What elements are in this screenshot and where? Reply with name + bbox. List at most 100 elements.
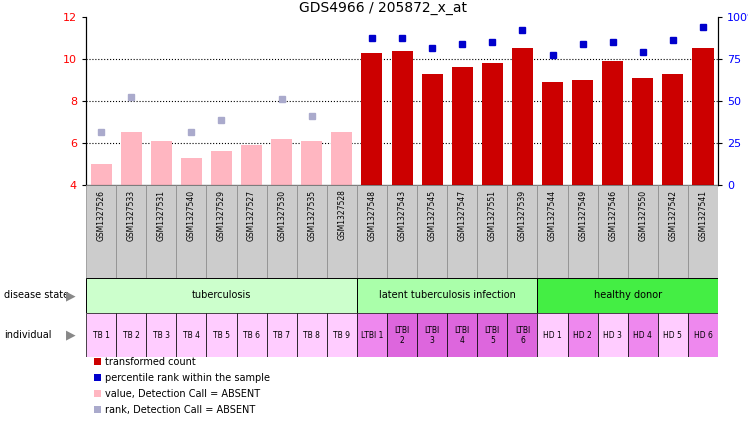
Bar — [632, 78, 653, 185]
Text: GSM1327548: GSM1327548 — [367, 190, 376, 241]
Bar — [151, 141, 172, 185]
Text: TB 2: TB 2 — [123, 331, 140, 340]
Bar — [507, 313, 538, 357]
Bar — [417, 185, 447, 278]
Text: GSM1327546: GSM1327546 — [608, 190, 617, 241]
Text: GSM1327531: GSM1327531 — [157, 190, 166, 241]
Bar — [146, 185, 177, 278]
Text: GSM1327539: GSM1327539 — [518, 190, 527, 241]
Bar — [602, 61, 623, 185]
Text: latent tuberculosis infection: latent tuberculosis infection — [378, 291, 515, 300]
Bar — [568, 313, 598, 357]
Bar — [663, 74, 684, 185]
Text: percentile rank within the sample: percentile rank within the sample — [105, 373, 270, 383]
Bar — [387, 313, 417, 357]
Bar — [86, 185, 116, 278]
Bar — [120, 132, 141, 185]
Text: GSM1327543: GSM1327543 — [397, 190, 407, 241]
Bar — [417, 313, 447, 357]
Text: GSM1327535: GSM1327535 — [307, 190, 316, 241]
Bar — [146, 313, 177, 357]
Text: GSM1327545: GSM1327545 — [428, 190, 437, 241]
Bar — [181, 157, 202, 185]
Text: GSM1327540: GSM1327540 — [187, 190, 196, 241]
Text: GSM1327551: GSM1327551 — [488, 190, 497, 241]
Text: TB 4: TB 4 — [183, 331, 200, 340]
Text: TB 8: TB 8 — [304, 331, 320, 340]
Text: value, Detection Call = ABSENT: value, Detection Call = ABSENT — [105, 389, 260, 399]
Bar — [236, 185, 266, 278]
Text: healthy donor: healthy donor — [594, 291, 662, 300]
Text: GSM1327528: GSM1327528 — [337, 190, 346, 240]
Bar — [598, 185, 628, 278]
Bar — [477, 185, 507, 278]
Bar — [327, 313, 357, 357]
Bar — [357, 313, 387, 357]
Bar — [693, 48, 714, 185]
Text: TB 6: TB 6 — [243, 331, 260, 340]
Text: HD 3: HD 3 — [604, 331, 622, 340]
Title: GDS4966 / 205872_x_at: GDS4966 / 205872_x_at — [299, 0, 467, 14]
Bar — [177, 313, 206, 357]
Text: transformed count: transformed count — [105, 357, 196, 367]
Bar — [542, 82, 563, 185]
Bar — [688, 313, 718, 357]
Text: individual: individual — [4, 330, 52, 340]
Text: LTBI
2: LTBI 2 — [394, 326, 410, 345]
Text: TB 1: TB 1 — [93, 331, 109, 340]
Text: GSM1327549: GSM1327549 — [578, 190, 587, 241]
Bar — [538, 278, 718, 313]
Bar — [91, 164, 111, 185]
Bar — [572, 80, 593, 185]
Text: HD 2: HD 2 — [573, 331, 592, 340]
Bar — [297, 185, 327, 278]
Bar — [327, 185, 357, 278]
Bar — [116, 185, 146, 278]
Bar — [507, 185, 538, 278]
Bar — [477, 313, 507, 357]
Text: HD 1: HD 1 — [543, 331, 562, 340]
Text: GSM1327542: GSM1327542 — [669, 190, 678, 241]
Text: GSM1327530: GSM1327530 — [278, 190, 286, 241]
Text: ▶: ▶ — [67, 289, 76, 302]
Bar — [297, 313, 327, 357]
Text: GSM1327550: GSM1327550 — [638, 190, 647, 241]
Bar — [266, 185, 297, 278]
Bar — [206, 313, 236, 357]
Text: HD 6: HD 6 — [693, 331, 712, 340]
Bar — [598, 313, 628, 357]
Bar — [658, 185, 688, 278]
Bar — [391, 50, 413, 185]
Bar — [538, 185, 568, 278]
Text: TB 3: TB 3 — [153, 331, 170, 340]
Bar — [628, 313, 658, 357]
Bar — [86, 278, 357, 313]
Bar — [236, 313, 266, 357]
Text: LTBI 1: LTBI 1 — [361, 331, 383, 340]
Bar — [266, 313, 297, 357]
Text: LTBI
3: LTBI 3 — [425, 326, 440, 345]
Text: GSM1327529: GSM1327529 — [217, 190, 226, 241]
Bar — [452, 67, 473, 185]
Text: GSM1327544: GSM1327544 — [548, 190, 557, 241]
Bar — [301, 141, 322, 185]
Text: LTBI
5: LTBI 5 — [485, 326, 500, 345]
Text: disease state: disease state — [4, 291, 69, 300]
Text: GSM1327533: GSM1327533 — [126, 190, 135, 241]
Bar — [116, 313, 146, 357]
Bar — [271, 139, 292, 185]
Bar — [211, 151, 232, 185]
Bar — [512, 48, 533, 185]
Bar — [361, 52, 382, 185]
Bar — [177, 185, 206, 278]
Bar — [628, 185, 658, 278]
Text: HD 4: HD 4 — [634, 331, 652, 340]
Bar — [447, 185, 477, 278]
Text: TB 7: TB 7 — [273, 331, 290, 340]
Text: TB 9: TB 9 — [334, 331, 350, 340]
Text: TB 5: TB 5 — [213, 331, 230, 340]
Bar — [387, 185, 417, 278]
Bar — [86, 313, 116, 357]
Text: GSM1327527: GSM1327527 — [247, 190, 256, 241]
Bar — [482, 63, 503, 185]
